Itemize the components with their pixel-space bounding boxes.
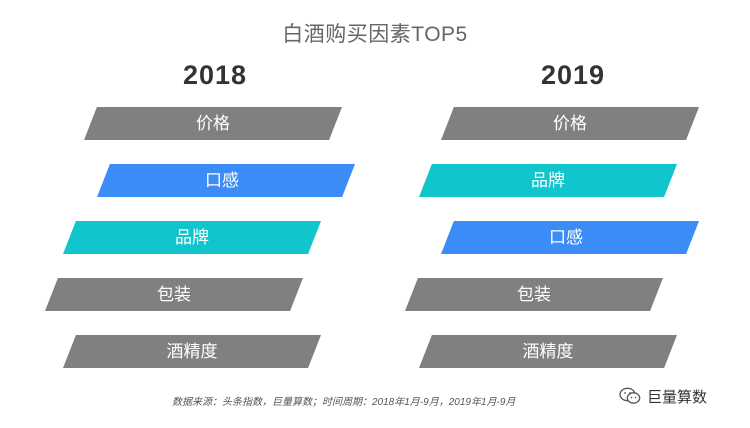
factor-label: 包装 (517, 285, 551, 304)
factor-bar-2019-rank5: 酒精度 (419, 335, 677, 368)
factor-bar-2018-rank1: 价格 (84, 107, 342, 140)
factor-label: 口感 (205, 171, 239, 190)
brand-watermark: 巨量算数 (619, 385, 707, 407)
data-source-note: 数据来源：头条指数，巨量算数；时间周期：2018年1月-9月，2019年1月-9… (172, 397, 516, 408)
factor-bar-2019-rank3: 口感 (441, 221, 699, 254)
factor-label: 价格 (553, 114, 587, 133)
factor-bar-2018-rank3: 品牌 (63, 221, 321, 254)
factor-label: 酒精度 (522, 342, 574, 361)
factor-label: 价格 (196, 114, 230, 133)
wechat-icon (619, 387, 641, 404)
factor-bar-2019-rank1: 价格 (441, 107, 699, 140)
factor-bar-2018-rank2: 口感 (97, 164, 355, 197)
factor-label: 品牌 (531, 171, 565, 190)
factor-bar-2019-rank2: 品牌 (419, 164, 677, 197)
brand-name: 巨量算数 (647, 388, 708, 406)
factor-bar-2018-rank5: 酒精度 (63, 335, 321, 368)
factor-bar-2019-rank4: 包装 (405, 278, 663, 311)
diagram-title: 白酒购买因素TOP5 (282, 23, 468, 46)
factor-label: 口感 (549, 228, 583, 247)
factor-label: 包装 (157, 285, 191, 304)
factor-label: 品牌 (175, 228, 209, 247)
factor-bar-2018-rank4: 包装 (45, 278, 303, 311)
factor-label: 酒精度 (166, 342, 218, 361)
year-2018-heading: 2018 (182, 60, 248, 90)
year-2019-heading: 2019 (540, 60, 606, 90)
